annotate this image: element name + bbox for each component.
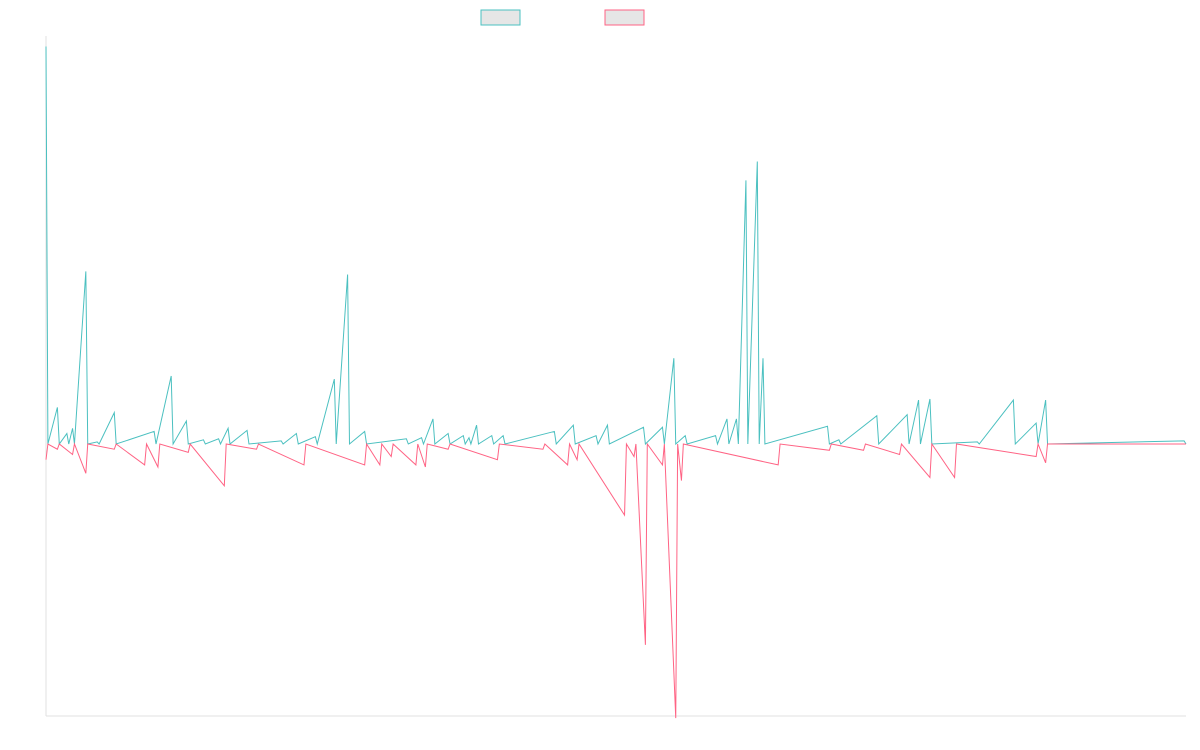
legend-swatch-2[interactable] (604, 9, 645, 26)
legend[interactable] (480, 9, 645, 26)
legend-swatch-1[interactable] (480, 9, 521, 26)
series-line-2 (45, 442, 1186, 719)
series-layer (45, 46, 1187, 719)
series-line-1 (45, 46, 1187, 446)
